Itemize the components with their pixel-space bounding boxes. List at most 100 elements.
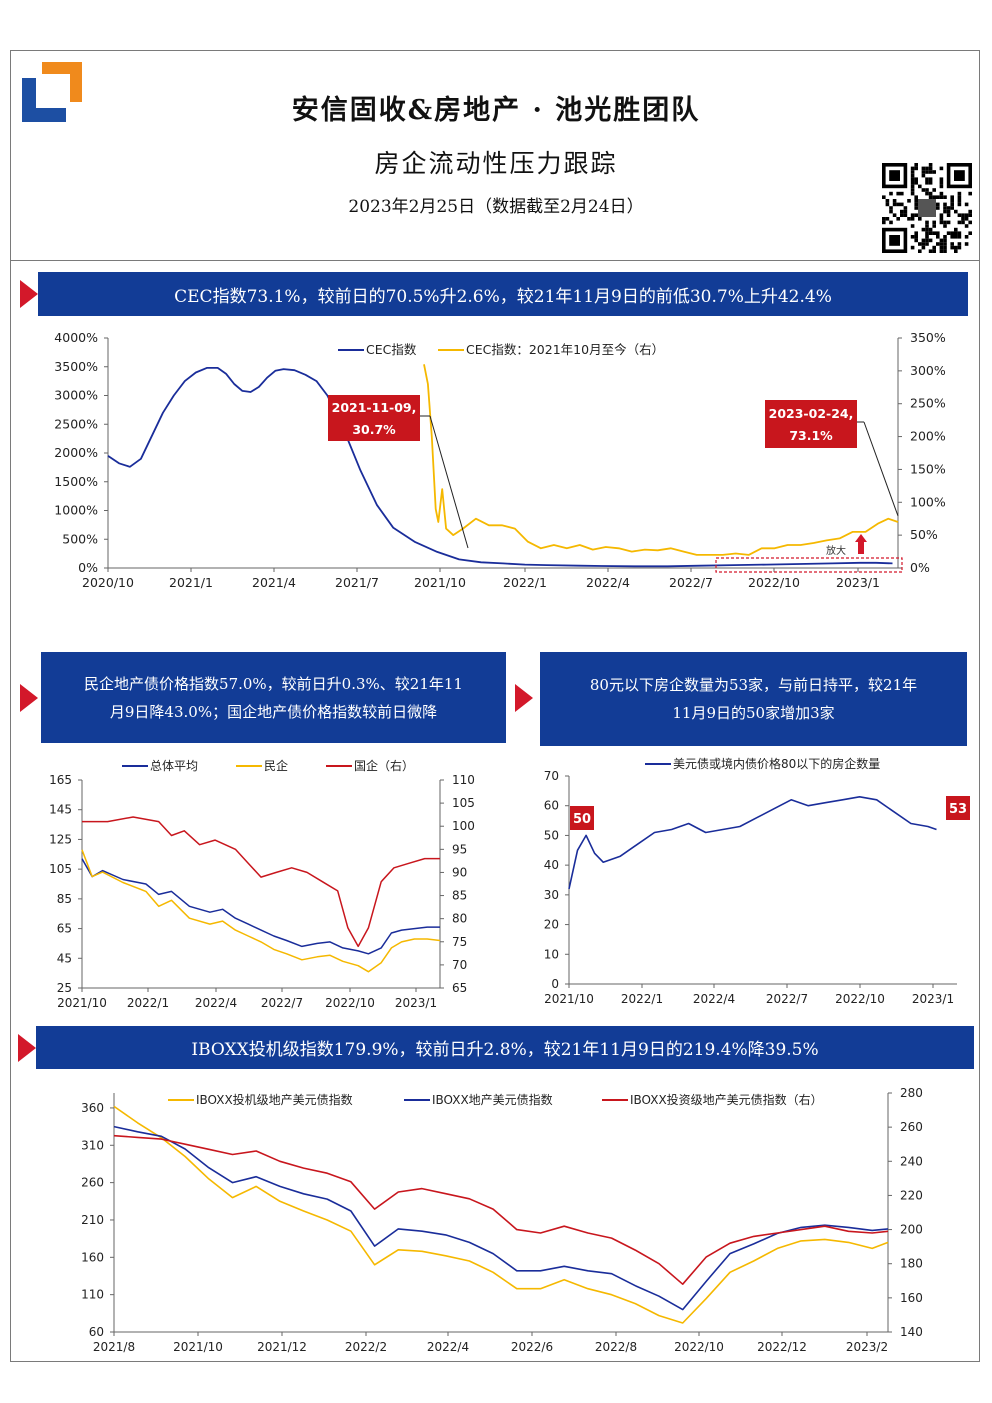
x-tick-label: 2022/10 — [325, 996, 375, 1010]
y2-tick-label: 200 — [900, 1223, 923, 1237]
qr-module — [939, 184, 944, 189]
y-tick-label: 2000% — [54, 445, 98, 460]
qr-module — [943, 206, 947, 210]
y-tick-label: 500% — [62, 531, 98, 546]
qr-module — [939, 217, 944, 221]
x-tick-label: 2023/1 — [912, 992, 954, 1006]
x-tick-label: 2022/4 — [586, 575, 630, 590]
qr-module — [914, 202, 918, 207]
qr-module — [932, 188, 936, 192]
qr-module — [903, 206, 908, 210]
qr-module — [943, 195, 947, 199]
legend-label: IBOXX投机级地产美元债指数 — [196, 1092, 353, 1107]
qr-module — [928, 166, 933, 171]
cec-chart: 0% 500% 1000% 1500% 2000% 2500% 3000% 3500% 4000… — [54, 330, 946, 590]
x-tick-label: 2021/12 — [257, 1340, 307, 1354]
label-text: 53 — [949, 802, 967, 817]
qr-module — [961, 220, 965, 225]
qr-module — [925, 188, 929, 192]
legend-label: 美元债或境内债价格80以下的房企数量 — [673, 756, 880, 771]
qr-module — [921, 227, 926, 232]
series-line — [423, 364, 899, 556]
annotation-text: 73.1% — [789, 428, 833, 443]
y-tick-label: 85 — [57, 892, 72, 906]
qr-module — [932, 249, 936, 253]
qr-module — [946, 231, 951, 235]
qr-module — [943, 202, 947, 207]
cec-banner: CEC指数73.1%，较前日的70.5%升2.6%，较21年11月9日的前低30… — [38, 272, 968, 316]
legend-label: 总体平均 — [150, 759, 198, 773]
y2-tick-label: 0% — [910, 560, 930, 575]
x-tick-label: 2021/10 — [544, 992, 594, 1006]
qr-module — [939, 191, 944, 196]
qr-module — [892, 199, 897, 203]
qr-module — [961, 213, 965, 217]
series-line — [113, 1125, 889, 1311]
qr-module — [950, 245, 954, 250]
qr-module — [910, 170, 915, 174]
y2-tick-label: 140 — [900, 1325, 923, 1339]
legend-label: 国企（右） — [354, 758, 414, 773]
y-tick-label: 210 — [81, 1213, 104, 1227]
bond-price-chart: 25 45 65 85 105 125 145 165 65 70 75 80 85 90 95 100 105… — [49, 758, 475, 1010]
below80-banner-line1: 80元以下房企数量为53家，与前日持平，较21年 — [589, 676, 918, 694]
qr-module — [910, 173, 915, 178]
qr-module — [921, 188, 926, 192]
x-tick-label: 2022/12 — [757, 1340, 807, 1354]
label-box — [570, 806, 594, 830]
qr-module — [925, 191, 929, 196]
y2-tick-label: 240 — [900, 1154, 923, 1168]
qr-module — [925, 238, 929, 243]
y2-tick-label: 350% — [910, 330, 946, 345]
qr-module — [964, 202, 969, 207]
qr-module — [882, 195, 886, 199]
qr-code-icon — [882, 163, 972, 253]
qr-module — [921, 173, 926, 178]
y-tick-label: 10 — [544, 947, 559, 961]
x-tick-label: 2022/1 — [127, 996, 169, 1010]
iboxx-chart: 60 110 160 210 260 310 360 140 160 180 200 220 240 26… — [81, 1086, 923, 1354]
qr-module — [910, 188, 915, 192]
qr-module — [939, 166, 944, 171]
qr-module — [950, 202, 954, 207]
series-line — [113, 1105, 889, 1324]
y-tick-label: 60 — [544, 799, 559, 813]
x-tick-label: 2023/1 — [395, 996, 437, 1010]
qr-module — [914, 231, 918, 235]
qr-finder — [889, 235, 900, 246]
qr-module — [918, 242, 922, 246]
y-tick-label: 1000% — [54, 503, 98, 518]
qr-module — [907, 199, 911, 203]
report-subtitle: 房企流动性压力跟踪 — [374, 149, 618, 178]
y2-tick-label: 250% — [910, 396, 946, 411]
qr-module — [910, 166, 915, 171]
y2-tick-label: 100 — [452, 819, 475, 833]
y-tick-label: 260 — [81, 1176, 104, 1190]
y-tick-label: 45 — [57, 951, 72, 965]
series-line — [82, 816, 440, 948]
qr-module — [968, 209, 972, 214]
y-tick-label: 310 — [81, 1138, 104, 1152]
qr-module — [896, 202, 900, 207]
qr-module — [928, 249, 933, 253]
x-tick-label: 2022/10 — [674, 1340, 724, 1354]
y2-tick-label: 220 — [900, 1188, 923, 1202]
qr-module — [900, 213, 904, 217]
zoom-box — [715, 557, 903, 573]
qr-module — [936, 202, 940, 207]
qr-module — [910, 245, 915, 250]
qr-module — [957, 245, 962, 250]
qr-module — [932, 170, 936, 174]
qr-module — [936, 206, 940, 210]
qr-module — [910, 181, 915, 185]
y2-tick-label: 70 — [452, 958, 467, 972]
x-tick-label: 2022/10 — [835, 992, 885, 1006]
qr-finder — [954, 170, 965, 181]
x-tick-label: 2022/4 — [427, 1340, 469, 1354]
qr-module — [885, 202, 890, 207]
y2-tick-label: 85 — [452, 889, 467, 903]
x-tick-label: 2020/10 — [82, 575, 134, 590]
qr-module — [910, 177, 915, 181]
annotation-box — [328, 395, 420, 441]
y-tick-label: 40 — [544, 858, 559, 872]
